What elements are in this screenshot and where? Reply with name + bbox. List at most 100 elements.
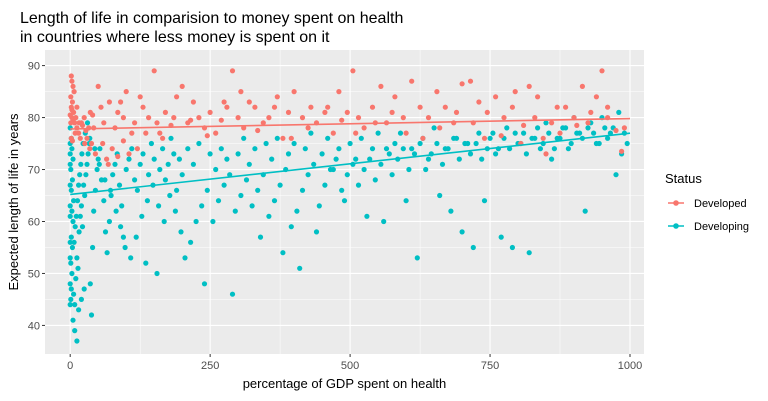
- data-point-developing: [81, 286, 87, 292]
- data-point-developed: [106, 99, 112, 105]
- data-point-developed: [71, 89, 77, 95]
- data-point-developed: [92, 151, 98, 157]
- data-point-developed: [493, 94, 499, 100]
- data-point-developed: [69, 107, 75, 113]
- data-point-developing: [78, 296, 84, 302]
- data-point-developed: [188, 117, 194, 123]
- data-point-developing: [154, 270, 160, 277]
- data-point-developed: [588, 109, 594, 115]
- x-tick-label: 1000: [618, 360, 642, 372]
- data-point-developing: [210, 218, 216, 225]
- data-point-developing: [137, 161, 143, 167]
- data-point-developed: [554, 104, 560, 110]
- data-point-developing: [271, 198, 278, 204]
- data-point-developing: [512, 130, 518, 136]
- data-point-developed: [82, 140, 88, 147]
- data-point-developing: [381, 218, 387, 225]
- data-point-developing: [327, 166, 334, 173]
- data-point-developing: [243, 177, 250, 183]
- data-point-developing: [308, 130, 314, 136]
- data-point-developing: [467, 151, 474, 157]
- data-point-developing: [79, 151, 85, 157]
- data-point-developing: [68, 260, 74, 266]
- data-point-developing: [199, 203, 205, 209]
- data-point-developing: [91, 208, 97, 214]
- data-point-developed: [68, 94, 74, 100]
- data-point-developing: [313, 229, 320, 235]
- data-point-developing: [490, 130, 496, 136]
- data-point-developing: [291, 140, 297, 147]
- data-point-developed: [378, 83, 384, 89]
- data-point-developing: [120, 234, 126, 240]
- data-point-developing: [171, 151, 177, 157]
- data-point-developing: [344, 172, 350, 178]
- chart-subtitle: in countries where less money is spent o…: [20, 29, 330, 46]
- data-point-developed: [512, 89, 518, 95]
- data-point-developing: [165, 161, 171, 167]
- data-point-developing: [70, 156, 76, 162]
- data-point-developing: [246, 161, 252, 167]
- data-point-developing: [375, 130, 381, 136]
- data-point-developed: [74, 104, 80, 110]
- data-point-developed: [280, 135, 286, 141]
- y-tick-label: 70: [28, 165, 40, 177]
- legend-item-developing: Developing: [668, 221, 749, 233]
- data-point-developing: [445, 146, 451, 152]
- data-point-developing: [462, 140, 468, 147]
- data-point-developing: [257, 234, 264, 240]
- data-point-developed: [521, 122, 527, 128]
- data-point-developed: [81, 115, 87, 121]
- data-point-developing: [69, 244, 75, 251]
- data-point-developing: [509, 244, 515, 251]
- y-tick-label: 50: [28, 268, 40, 280]
- data-point-developing: [207, 151, 213, 157]
- data-point-developed: [322, 109, 328, 115]
- data-point-developed: [330, 130, 336, 136]
- data-point-developed: [160, 135, 166, 141]
- data-point-developed: [476, 99, 482, 105]
- data-point-developing: [69, 208, 75, 214]
- data-point-developed: [574, 122, 580, 128]
- data-point-developing: [448, 208, 454, 214]
- data-point-developed: [484, 109, 490, 115]
- data-point-developing: [523, 151, 530, 157]
- data-point-developing: [148, 140, 154, 147]
- data-point-developing: [434, 140, 440, 147]
- data-point-developed: [76, 120, 82, 126]
- data-point-developing: [397, 130, 404, 136]
- data-point-developed: [526, 83, 532, 89]
- data-point-developed: [255, 127, 261, 134]
- data-point-developing: [591, 130, 597, 136]
- grid-lines: [45, 50, 644, 354]
- data-point-developing: [126, 156, 132, 162]
- data-point-developed: [88, 140, 95, 147]
- data-point-developed: [84, 135, 90, 141]
- data-point-developing: [79, 224, 86, 230]
- data-point-developing: [68, 234, 74, 240]
- data-point-developed: [95, 83, 101, 89]
- data-point-developed: [403, 130, 409, 136]
- data-point-developing: [102, 229, 109, 235]
- data-point-developed: [146, 115, 152, 121]
- data-point-developing: [336, 146, 342, 152]
- data-point-developed: [196, 115, 202, 121]
- data-point-developed: [213, 130, 219, 136]
- data-point-developing: [129, 146, 135, 152]
- data-point-developed: [481, 135, 488, 141]
- legend-title: Status: [665, 171, 702, 186]
- data-point-developing: [174, 187, 180, 193]
- data-point-developing: [369, 146, 376, 152]
- data-point-developing: [535, 125, 541, 131]
- data-point-developing: [95, 156, 101, 162]
- data-point-developed: [174, 94, 180, 100]
- data-point-developed: [563, 104, 569, 110]
- data-point-developing: [116, 182, 123, 188]
- data-point-developed: [68, 73, 74, 79]
- data-point-developing: [221, 182, 227, 188]
- data-point-developing: [507, 146, 513, 152]
- data-point-developing: [252, 146, 258, 152]
- data-point-developing: [263, 140, 269, 147]
- data-point-developed: [557, 130, 563, 136]
- x-tick-label: 750: [481, 360, 499, 372]
